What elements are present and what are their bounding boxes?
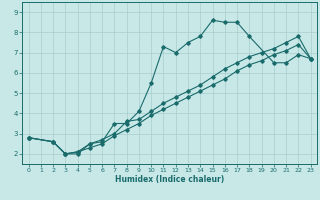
X-axis label: Humidex (Indice chaleur): Humidex (Indice chaleur) bbox=[115, 175, 224, 184]
